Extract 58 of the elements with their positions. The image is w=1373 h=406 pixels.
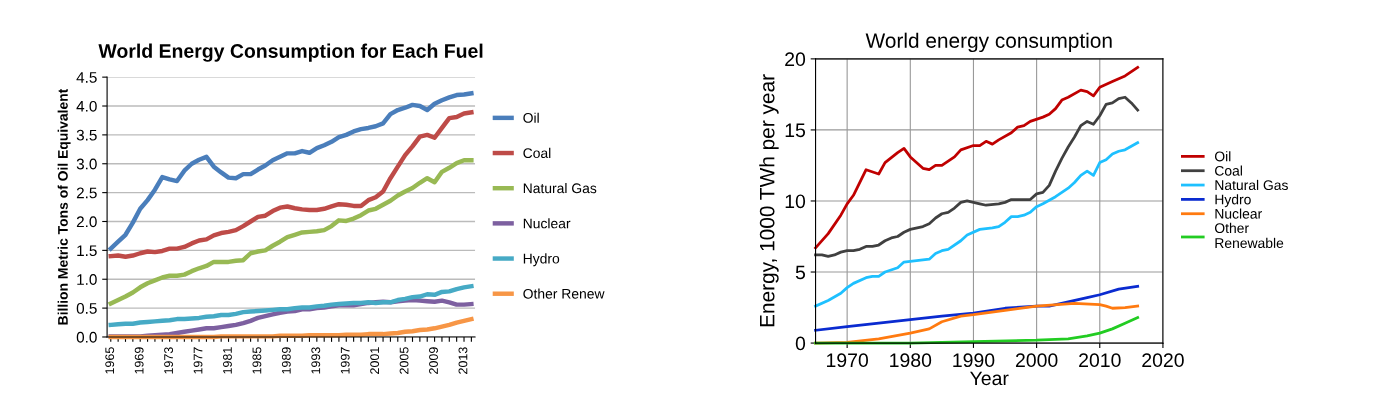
y-tick-label: 0.0 [76, 331, 97, 343]
x-tick-label: 1970 [827, 353, 869, 368]
line-series [814, 95, 1140, 258]
x-tick-label: 1973 [164, 347, 173, 374]
legend-label: Hydro [523, 253, 560, 267]
x-tick-label: 1993 [311, 347, 321, 374]
x-tick-label: 2000 [1015, 353, 1058, 368]
x-tick-label: 2020 [1142, 353, 1184, 368]
y-tick-label: 1.5 [77, 245, 97, 257]
y-axis-title: Energy, 1000 TWh per year [759, 74, 779, 327]
y-tick-label: 4.0 [76, 100, 97, 112]
legend-label: Oil [523, 112, 539, 123]
x-tick-label: 2010 [1079, 353, 1121, 368]
chart-title: World Energy Consumption for Each Fuel [98, 43, 483, 62]
legend-label: Other Renew [523, 288, 605, 299]
legend-label: Coal [523, 147, 551, 159]
y-tick-label: 2.0 [76, 216, 97, 228]
line-series [814, 141, 1140, 308]
line-series [108, 158, 474, 306]
legend-label: Other Renewable [1214, 222, 1284, 249]
x-tick-label: 1965 [105, 347, 115, 374]
y-axis-title: Billion Metric Tons of Oil Equivalent [57, 88, 71, 325]
x-tick-label: 2013 [458, 347, 468, 374]
x-tick-label: 2005 [399, 347, 409, 374]
y-tick-label: 1.0 [77, 274, 97, 285]
y-tick-label: 20 [785, 52, 806, 67]
legend-label: Natural Gas [523, 183, 597, 194]
y-tick-label: 0.5 [76, 302, 97, 314]
legend-label: Nuclear [523, 218, 571, 229]
y-tick-label: 10 [785, 194, 806, 209]
legend-label: Natural Gas [1215, 179, 1288, 191]
x-tick-label: 1989 [281, 347, 291, 374]
x-tick-label: 2001 [370, 347, 380, 374]
y-tick-label: 15 [785, 123, 806, 138]
x-tick-label: 1990 [953, 353, 995, 368]
x-tick-label: 1980 [890, 353, 932, 368]
x-tick-label: 1977 [193, 347, 203, 374]
y-tick-label: 2.5 [76, 187, 97, 199]
x-tick-label: 1997 [340, 347, 350, 374]
legend-label: Oil [1214, 151, 1231, 162]
x-tick-label: 1981 [223, 347, 232, 374]
chart-title: World energy consumption [865, 32, 1112, 53]
x-axis-title: Year [970, 371, 1009, 386]
y-tick-label: 5 [795, 265, 806, 280]
y-tick-label: 3.0 [76, 158, 97, 170]
y-tick-label: 3.5 [76, 129, 97, 141]
line-series [108, 110, 474, 259]
legend-label: Nuclear [1215, 208, 1262, 219]
x-tick-label: 2009 [429, 347, 438, 374]
line-series [108, 91, 474, 251]
x-tick-label: 1969 [134, 347, 144, 374]
line-series [814, 66, 1140, 250]
line-series [108, 283, 474, 328]
y-tick-label: 0 [795, 336, 806, 351]
y-tick-label: 4.5 [76, 72, 97, 83]
x-tick-label: 1985 [252, 347, 262, 374]
legend-label: Hydro [1215, 194, 1251, 208]
legend-label: Coal [1215, 165, 1242, 176]
